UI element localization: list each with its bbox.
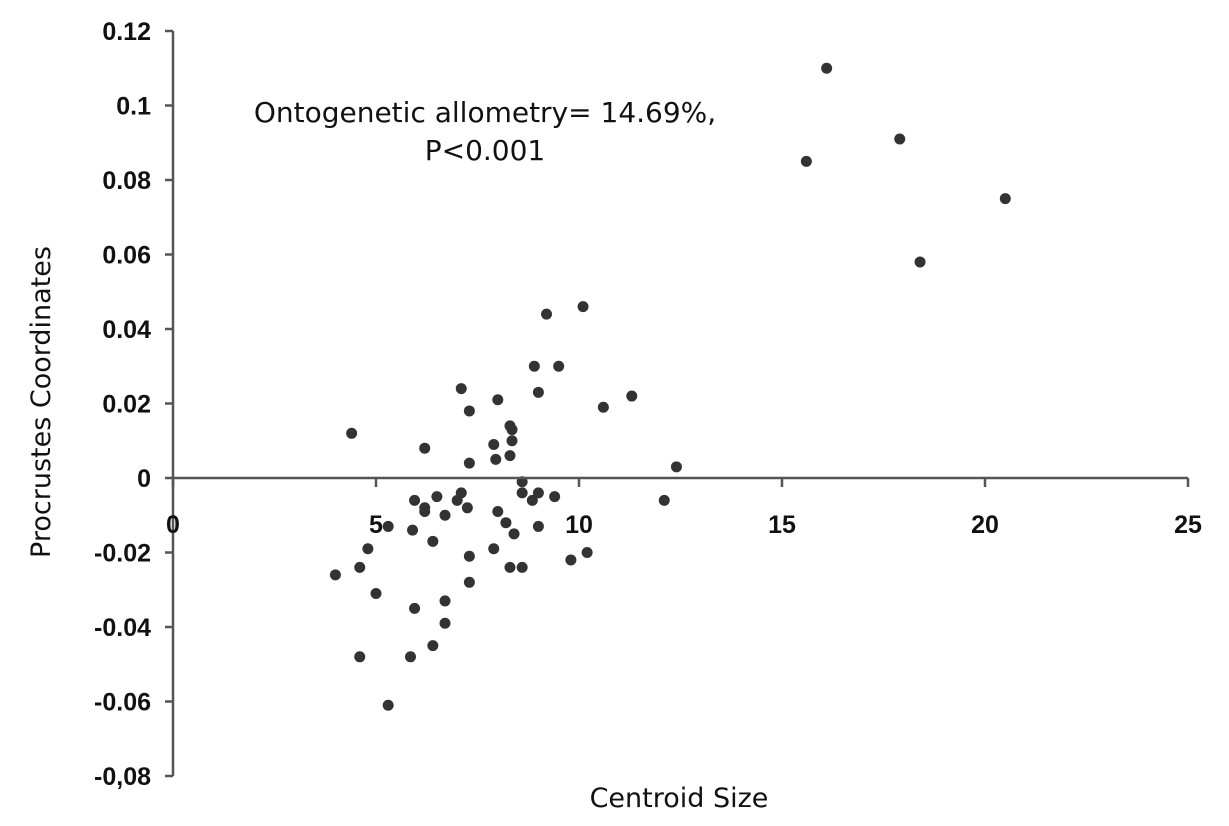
data-point [504, 561, 516, 573]
y-tick-label: 0.12 [102, 18, 151, 46]
data-point [504, 450, 516, 462]
x-tick-label: 25 [1174, 511, 1202, 539]
data-point [516, 487, 528, 499]
data-point [914, 256, 926, 268]
annotation-line-2: P<0.001 [425, 134, 546, 167]
data-point [362, 543, 374, 555]
data-point [463, 576, 475, 588]
y-ticks-group: 0.12 0.1 0.08 0.06 0.04 0.02 0 -0.02 -0.04 -0.06 -… [94, 18, 173, 791]
data-point [382, 520, 394, 532]
data-point [526, 494, 538, 506]
x-axis-title: Centroid Size [590, 783, 769, 814]
data-point [461, 502, 473, 514]
data-point [419, 442, 431, 454]
data-point [565, 554, 577, 566]
data-point [451, 494, 463, 506]
y-tick-label: -0.06 [94, 689, 151, 717]
data-point [455, 383, 467, 395]
y-tick-label: 0.06 [102, 242, 151, 270]
x-tick-label: 10 [565, 511, 593, 539]
x-tick-label: 20 [971, 511, 999, 539]
data-point [346, 427, 358, 439]
data-point [532, 386, 544, 398]
y-tick-label: -0,08 [94, 763, 151, 791]
data-point [463, 457, 475, 469]
data-point [553, 360, 565, 372]
data-point [439, 509, 451, 521]
x-tick-label: 15 [768, 511, 796, 539]
data-point [463, 550, 475, 562]
data-point [488, 543, 500, 555]
data-point [427, 640, 439, 652]
data-point [463, 405, 475, 417]
data-point [549, 491, 561, 503]
y-tick-label: 0 [137, 465, 151, 493]
data-point [354, 651, 366, 663]
x-tick-label: 5 [369, 511, 383, 539]
data-point [354, 561, 366, 573]
y-tick-label: 0.08 [102, 167, 151, 195]
data-point [670, 461, 682, 473]
y-tick-label: -0.02 [94, 540, 151, 568]
axes-group [171, 31, 1188, 776]
data-point [508, 528, 520, 540]
data-point [382, 699, 394, 711]
data-point [532, 487, 544, 499]
y-tick-label: 0.04 [102, 316, 151, 344]
data-point [528, 360, 540, 372]
y-tick-label: 0.1 [116, 93, 151, 121]
data-points-group [329, 62, 1011, 711]
data-point [431, 491, 443, 503]
data-point [516, 561, 528, 573]
x-tick-label: 0 [166, 511, 180, 539]
data-point [370, 587, 382, 599]
data-point [409, 602, 421, 614]
data-point [999, 193, 1011, 205]
annotation-line-1: Ontogenetic allometry= 14.69%, [254, 96, 716, 129]
y-tick-label: -0.04 [94, 614, 151, 642]
data-point [532, 520, 544, 532]
y-axis-title: Procrustes Coordinates [26, 246, 57, 558]
data-point [439, 617, 451, 629]
data-point [821, 62, 833, 74]
data-point [439, 595, 451, 607]
x-ticks-group: 0 5 10 15 20 25 [166, 478, 1202, 539]
data-point [492, 506, 504, 518]
data-point [407, 524, 419, 536]
data-point [541, 308, 553, 320]
data-point [488, 438, 500, 450]
data-point [419, 506, 431, 518]
data-point [500, 517, 512, 529]
data-point [405, 651, 417, 663]
data-point [329, 569, 341, 581]
data-point [506, 424, 518, 436]
data-point [800, 155, 812, 167]
data-point [492, 394, 504, 406]
data-point [506, 435, 518, 447]
data-point [658, 494, 670, 506]
data-point [894, 133, 906, 145]
data-point [597, 401, 609, 413]
y-tick-label: 0.02 [102, 391, 151, 419]
data-point [427, 535, 439, 547]
data-point [581, 547, 593, 558]
data-point [409, 494, 421, 506]
data-point [490, 453, 502, 465]
data-point [577, 301, 589, 313]
data-point [626, 390, 638, 402]
